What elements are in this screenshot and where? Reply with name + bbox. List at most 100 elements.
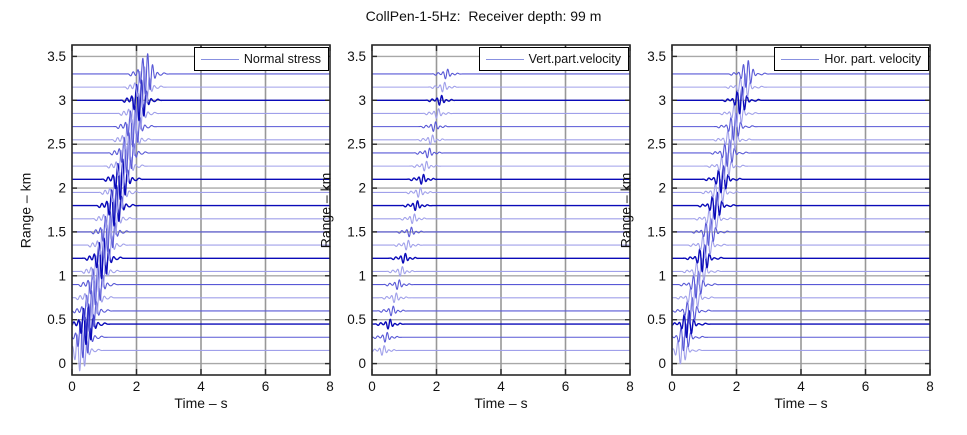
seismic-trace <box>372 81 630 93</box>
seismic-trace <box>671 296 930 325</box>
figure-title: CollPen-1-5Hz: Receiver depth: 99 m <box>365 8 602 24</box>
x-tick-label: 6 <box>562 379 570 393</box>
x-tick-label: 6 <box>262 379 270 393</box>
seismic-trace <box>72 92 330 135</box>
seismic-trace <box>672 191 930 220</box>
seismic-trace <box>72 132 330 174</box>
x-tick-label: 8 <box>626 379 634 393</box>
y-tick-label: 2 <box>658 181 666 196</box>
seismic-trace <box>71 237 330 280</box>
y-tick-label: 0.5 <box>347 312 366 327</box>
seismic-trace <box>71 303 330 346</box>
seismic-trace <box>72 119 330 161</box>
y-tick-label: 1.5 <box>347 224 366 239</box>
y-tick-label: 0 <box>358 356 366 371</box>
seismic-trace <box>372 108 630 119</box>
x-tick-label: 4 <box>797 379 805 393</box>
legend-line-sample <box>485 58 524 60</box>
seismic-trace <box>371 318 630 330</box>
y-tick-label: 0 <box>658 356 666 371</box>
seismic-trace <box>372 239 630 251</box>
x-tick-label: 2 <box>133 379 141 393</box>
legend-vert-part-velocity: Vert.part.velocity <box>478 47 629 71</box>
seismic-trace <box>72 145 330 188</box>
seismic-trace <box>71 263 330 306</box>
y-tick-label: 1 <box>658 268 666 283</box>
panel-vert-part-velocity: Range – km 0 2 4 6 8 0 0.5 1 1.5 2 2.5 3 3.5 Vert.pa… <box>312 37 638 427</box>
seismic-trace <box>371 279 630 290</box>
x-tick-label: 4 <box>497 379 505 393</box>
seismic-trace <box>72 158 330 201</box>
y-tick-label: 2 <box>58 181 66 196</box>
seismic-trace <box>672 60 930 88</box>
seismic-trace <box>371 292 630 304</box>
y-tick-label: 0 <box>58 356 66 371</box>
x-tick-label: 4 <box>197 379 205 393</box>
legend-line-sample <box>781 58 820 60</box>
x-tick-label: 6 <box>862 379 870 393</box>
seismic-trace <box>371 345 630 356</box>
y-tick-label: 3.5 <box>647 49 666 64</box>
seismic-trace <box>672 204 930 233</box>
seismic-trace <box>672 165 930 194</box>
seismic-trace <box>372 252 630 264</box>
seismic-trace <box>72 211 330 253</box>
seismic-trace <box>671 336 930 365</box>
seismic-trace <box>672 125 930 154</box>
seismic-trace <box>371 305 630 317</box>
seismic-trace <box>72 198 330 240</box>
y-tick-label: 1.5 <box>647 224 666 239</box>
seismic-trace <box>671 309 930 339</box>
seismic-trace <box>71 329 330 372</box>
seismic-trace <box>371 266 630 277</box>
seismic-trace <box>72 79 330 122</box>
seismic-trace <box>672 139 930 167</box>
seismic-trace <box>672 99 930 128</box>
seismic-trace <box>372 187 630 198</box>
seismic-trace <box>672 86 930 115</box>
x-axis-label: Time – s <box>774 395 828 411</box>
seismic-trace <box>71 250 330 293</box>
legend-hor-part-velocity: Hor. part. velocity <box>774 47 929 71</box>
y-tick-label: 2 <box>358 181 366 196</box>
panel-svg-2: 0 2 4 6 8 0 0.5 1 1.5 2 2.5 3 3.5 <box>647 44 934 393</box>
legend-label: Normal stress <box>243 52 321 66</box>
y-tick-label: 3.5 <box>47 49 66 64</box>
y-tick-label: 0.5 <box>647 312 666 327</box>
seismic-trace <box>72 105 330 148</box>
seismic-trace <box>372 213 630 225</box>
seismic-trace <box>372 226 630 238</box>
y-tick-label: 1 <box>58 268 66 283</box>
seismic-trace <box>672 218 930 246</box>
seismic-trace <box>72 53 330 95</box>
seismic-trace <box>672 244 930 273</box>
x-tick-label: 2 <box>733 379 741 393</box>
seismic-trace <box>672 178 930 207</box>
seismic-trace <box>72 184 330 227</box>
seismic-trace <box>372 173 630 185</box>
x-tick-label: 8 <box>326 379 334 393</box>
x-tick-label: 0 <box>68 379 76 393</box>
seismic-trace <box>72 224 330 267</box>
y-tick-label: 3 <box>358 93 366 108</box>
x-axis-label: Time – s <box>174 395 228 411</box>
seismic-trace <box>671 270 930 299</box>
x-axis-label: Time – s <box>474 395 528 411</box>
seismic-trace <box>371 331 630 343</box>
legend-label: Hor. part. velocity <box>824 52 921 66</box>
y-tick-label: 3.5 <box>347 49 366 64</box>
y-tick-label: 2.5 <box>647 137 666 152</box>
seismic-trace <box>372 200 630 212</box>
panel-hor-part-velocity: Range – km 0 2 4 6 8 0 0.5 1 1.5 2 2.5 3 3.5 Hor. pa… <box>612 37 938 427</box>
y-tick-label: 2.5 <box>47 137 66 152</box>
seismic-trace <box>71 290 330 332</box>
panel-normal-stress: Range – km 0 2 4 6 8 0 0.5 1 1.5 2 2.5 3 3.5 Normal … <box>12 37 338 427</box>
seismic-trace <box>372 121 630 132</box>
y-tick-label: 3 <box>58 93 66 108</box>
x-tick-label: 0 <box>368 379 376 393</box>
seismic-trace <box>72 66 330 109</box>
seismic-trace <box>671 257 930 286</box>
x-tick-label: 0 <box>668 379 676 393</box>
seismic-trace <box>372 94 630 106</box>
